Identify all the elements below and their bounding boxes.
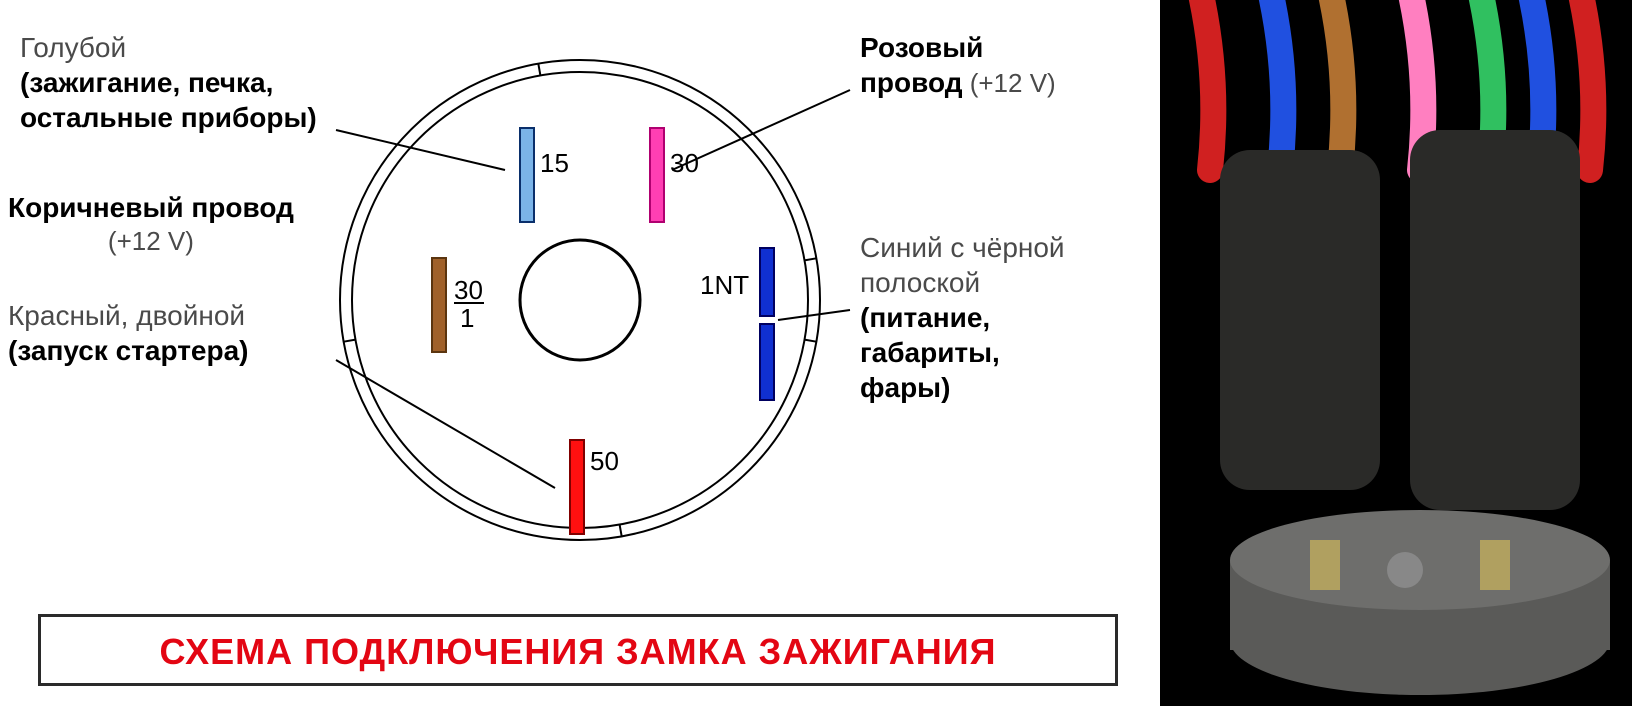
pin-label-pin30: Розовыйпровод (+12 V): [860, 30, 1056, 100]
diagram-title: СХЕМА ПОДКЛЮЧЕНИЯ ЗАМКА ЗАЖИГАНИЯ: [51, 631, 1105, 673]
diagram-area: 15303011NT50 Голубой(зажигание, печка, о…: [0, 0, 1160, 706]
svg-text:50: 50: [590, 446, 619, 476]
svg-text:15: 15: [540, 148, 569, 178]
wiring-photo: [1160, 0, 1632, 706]
pin-label-header: Красный, двойной: [8, 298, 248, 333]
pin-label-header: Коричневый провод: [8, 190, 294, 225]
pin-label-suffix: (+12 V): [8, 225, 294, 258]
pin-label-header: Голубой: [20, 30, 317, 65]
pin-label-pin301: Коричневый провод(+12 V): [8, 190, 294, 258]
photo-area: [1160, 0, 1632, 706]
pin-label-body: (зажигание, печка, остальные приборы): [20, 65, 317, 135]
pin-label-header: Розовыйпровод (+12 V): [860, 30, 1056, 100]
pin-label-pin1NT: Синий с чёрной полоской(питание, габарит…: [860, 230, 1065, 405]
title-box: СХЕМА ПОДКЛЮЧЕНИЯ ЗАМКА ЗАЖИГАНИЯ: [38, 614, 1118, 686]
svg-text:1: 1: [460, 303, 474, 333]
svg-text:30: 30: [670, 148, 699, 178]
svg-text:1NT: 1NT: [700, 270, 749, 300]
pin-label-body: (питание, габариты, фары): [860, 300, 1065, 405]
pin-label-body: (запуск стартера): [8, 333, 248, 368]
svg-text:30: 30: [454, 275, 483, 305]
pin-label-pin50: Красный, двойной(запуск стартера): [8, 298, 248, 368]
pin-label-pin15: Голубой(зажигание, печка, остальные приб…: [20, 30, 317, 135]
pin-label-header: Синий с чёрной полоской: [860, 230, 1065, 300]
